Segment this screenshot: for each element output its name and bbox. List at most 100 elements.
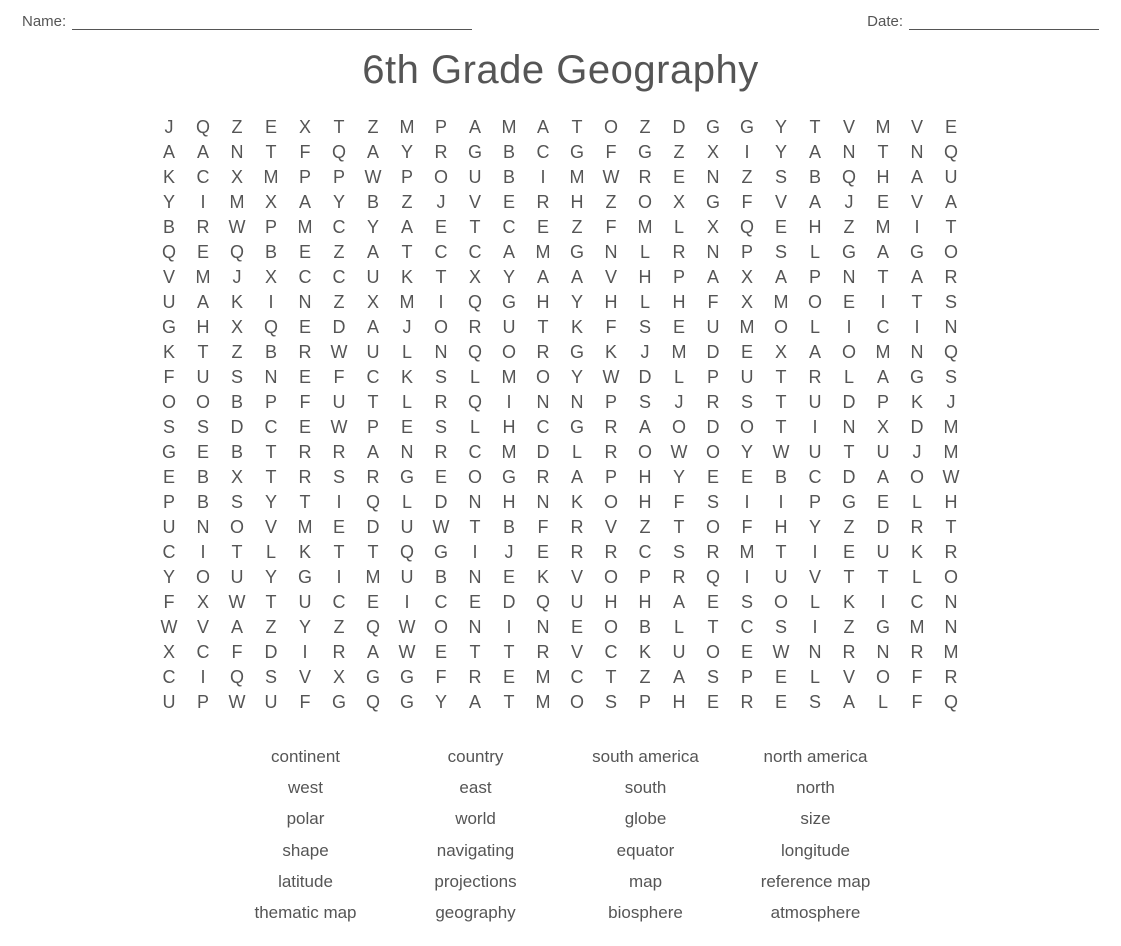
grid-cell: C — [459, 240, 493, 265]
grid-cell: K — [289, 540, 323, 565]
grid-cell: A — [289, 190, 323, 215]
grid-cell: M — [867, 115, 901, 140]
grid-cell: B — [221, 440, 255, 465]
grid-cell: M — [187, 265, 221, 290]
grid-cell: N — [527, 490, 561, 515]
grid-cell: D — [221, 415, 255, 440]
grid-cell: T — [221, 540, 255, 565]
grid-cell: D — [255, 640, 289, 665]
grid-cell: H — [493, 490, 527, 515]
grid-cell: H — [187, 315, 221, 340]
grid-cell: X — [221, 315, 255, 340]
grid-cell: O — [221, 515, 255, 540]
grid-cell: D — [697, 415, 731, 440]
name-input-line[interactable] — [72, 12, 472, 30]
grid-cell: C — [867, 315, 901, 340]
grid-cell: O — [765, 315, 799, 340]
grid-cell: A — [663, 665, 697, 690]
grid-cell: U — [187, 365, 221, 390]
grid-cell: O — [493, 340, 527, 365]
grid-cell: P — [595, 390, 629, 415]
grid-cell: P — [629, 565, 663, 590]
letter-grid-wrap: JQZEXTZMPAMATOZDGGYTVMVEAANTFQAYRGBCGFGZ… — [22, 115, 1099, 715]
grid-cell: R — [289, 340, 323, 365]
grid-cell: W — [595, 165, 629, 190]
grid-cell: L — [799, 590, 833, 615]
grid-cell: A — [799, 190, 833, 215]
grid-cell: A — [697, 265, 731, 290]
word-item: globe — [561, 805, 731, 832]
grid-cell: A — [357, 240, 391, 265]
grid-cell: Q — [459, 290, 493, 315]
grid-cell: S — [697, 490, 731, 515]
grid-cell: S — [765, 615, 799, 640]
page-title: 6th Grade Geography — [22, 48, 1099, 93]
word-item: latitude — [221, 868, 391, 895]
grid-cell: U — [867, 440, 901, 465]
grid-cell: M — [493, 365, 527, 390]
grid-cell: T — [459, 215, 493, 240]
grid-cell: A — [561, 265, 595, 290]
grid-cell: T — [459, 640, 493, 665]
grid-cell: Z — [323, 615, 357, 640]
word-item: geography — [391, 899, 561, 926]
grid-cell: Z — [629, 665, 663, 690]
grid-cell: E — [289, 240, 323, 265]
grid-cell: R — [901, 515, 935, 540]
grid-cell: N — [901, 340, 935, 365]
grid-cell: M — [493, 115, 527, 140]
grid-cell: U — [391, 565, 425, 590]
grid-cell: A — [187, 140, 221, 165]
grid-cell: F — [527, 515, 561, 540]
grid-cell: U — [765, 565, 799, 590]
grid-cell: O — [561, 690, 595, 715]
grid-row: EBXTRSRGEOGRAPHYEEBCDAOW — [153, 465, 969, 490]
grid-cell: P — [391, 165, 425, 190]
grid-row: SSDCEWPESLHCGRAODOTINXDM — [153, 415, 969, 440]
grid-row: KCXMPPWPOUBIMWRENZSBQHAU — [153, 165, 969, 190]
grid-row: WVAZYZQWONINEOBLTCSIZGMN — [153, 615, 969, 640]
grid-cell: G — [731, 115, 765, 140]
word-item: size — [731, 805, 901, 832]
grid-cell: S — [221, 365, 255, 390]
grid-cell: D — [867, 515, 901, 540]
grid-cell: W — [153, 615, 187, 640]
grid-cell: A — [459, 690, 493, 715]
grid-cell: E — [663, 315, 697, 340]
grid-cell: D — [527, 440, 561, 465]
grid-row: BRWPMCYAETCEZFMLXQEHZMIT — [153, 215, 969, 240]
grid-cell: K — [833, 590, 867, 615]
grid-cell: C — [153, 540, 187, 565]
grid-cell: T — [901, 290, 935, 315]
grid-cell: G — [289, 565, 323, 590]
grid-cell: M — [527, 240, 561, 265]
grid-cell: P — [595, 465, 629, 490]
grid-cell: O — [935, 240, 969, 265]
grid-cell: T — [833, 565, 867, 590]
grid-cell: M — [289, 515, 323, 540]
grid-cell: K — [153, 165, 187, 190]
date-input-line[interactable] — [909, 12, 1099, 30]
grid-cell: C — [323, 590, 357, 615]
grid-cell: H — [629, 590, 663, 615]
grid-cell: G — [357, 665, 391, 690]
word-item: atmosphere — [731, 899, 901, 926]
grid-cell: X — [357, 290, 391, 315]
grid-cell: B — [187, 465, 221, 490]
grid-cell: R — [459, 665, 493, 690]
grid-cell: M — [731, 315, 765, 340]
grid-cell: M — [935, 415, 969, 440]
grid-cell: M — [255, 165, 289, 190]
grid-cell: G — [323, 690, 357, 715]
grid-cell: B — [255, 240, 289, 265]
grid-cell: Z — [663, 140, 697, 165]
grid-cell: Z — [731, 165, 765, 190]
grid-cell: I — [799, 540, 833, 565]
grid-cell: C — [595, 640, 629, 665]
grid-cell: P — [867, 390, 901, 415]
word-item: equator — [561, 837, 731, 864]
grid-cell: T — [391, 240, 425, 265]
grid-cell: C — [289, 265, 323, 290]
grid-cell: T — [833, 440, 867, 465]
grid-cell: W — [425, 515, 459, 540]
